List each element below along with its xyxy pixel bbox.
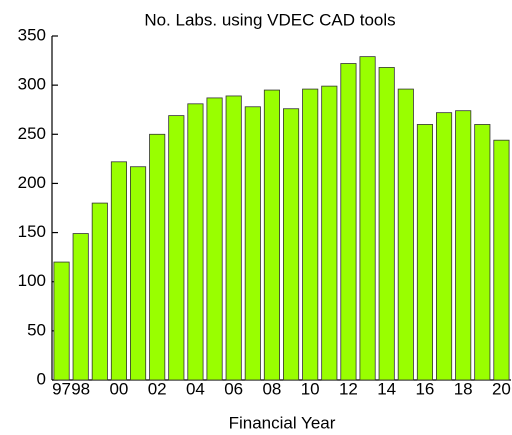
bar	[416, 124, 433, 381]
x-tick-label: 02	[148, 379, 167, 398]
bar	[436, 112, 453, 381]
bar	[225, 95, 242, 381]
x-tick-label: 08	[262, 379, 281, 398]
x-tick-label: 16	[415, 379, 434, 398]
bar	[359, 56, 376, 381]
y-tick-label: 250	[18, 124, 46, 143]
bar	[263, 89, 280, 381]
y-tick-label: 100	[18, 271, 46, 290]
x-tick-label: 12	[339, 379, 358, 398]
y-tick-label: 300	[18, 75, 46, 94]
bar	[378, 67, 395, 381]
bar	[493, 139, 510, 381]
bar	[244, 106, 261, 381]
bar	[110, 161, 127, 381]
x-tick-label: 98	[71, 379, 90, 398]
bar	[455, 110, 472, 381]
bar	[72, 233, 89, 381]
x-tick-label: 00	[109, 379, 128, 398]
y-tick-label: 200	[18, 173, 46, 192]
x-tick-label: 06	[224, 379, 243, 398]
bar	[474, 124, 491, 381]
bar	[206, 97, 223, 381]
bar	[397, 88, 414, 381]
bar	[321, 85, 338, 381]
y-tick-label: 0	[37, 369, 46, 388]
y-tick-label: 50	[27, 320, 46, 339]
bar	[187, 103, 204, 381]
bar	[283, 108, 300, 381]
y-tick-label: 350	[18, 25, 46, 44]
x-tick-label: 04	[186, 379, 205, 398]
y-tick-label: 150	[18, 222, 46, 241]
chart-title: No. Labs. using VDEC CAD tools	[144, 10, 395, 29]
x-tick-label: 14	[377, 379, 396, 398]
bar	[53, 261, 70, 381]
x-tick-label: 20	[492, 379, 511, 398]
bar	[91, 202, 108, 381]
bar	[340, 63, 357, 381]
bar	[130, 166, 147, 381]
x-tick-label: 97	[52, 379, 71, 398]
x-tick-label: 10	[301, 379, 320, 398]
bar	[302, 88, 319, 381]
x-tick-label: 18	[454, 379, 473, 398]
x-axis-label: Financial Year	[229, 413, 336, 432]
bar	[168, 115, 185, 381]
bar	[149, 133, 166, 381]
